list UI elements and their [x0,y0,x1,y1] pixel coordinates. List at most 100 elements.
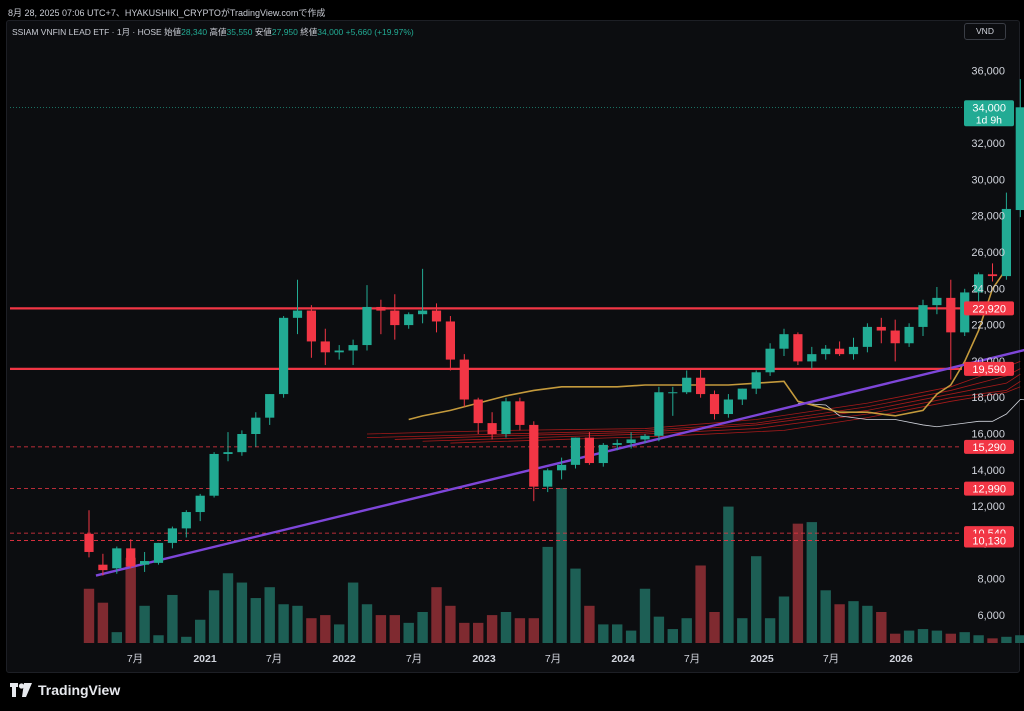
y-tick-label: 28,000 [971,211,1005,223]
candle-body [195,495,205,513]
candle-body [459,359,469,400]
last-price-label: 34,000 [972,102,1006,114]
volume-bar [556,488,567,643]
change-value: +5,660 (+19.97%) [345,27,414,37]
volume-bar [389,615,400,643]
candle [612,439,622,451]
candle-body [431,310,442,322]
candle [126,539,136,569]
candle-body [140,561,150,565]
tradingview-logo-icon [10,683,32,697]
volume-bar [320,615,331,643]
volume-bar [250,598,261,643]
y-tick-label: 12,000 [971,501,1005,513]
candle [292,279,303,335]
volume-bar [278,604,289,643]
level-price-label: 15,290 [972,442,1006,454]
volume-bar [1001,636,1012,643]
candle-body [404,314,414,326]
level-price-tag [964,301,1014,316]
candle-body [348,345,358,351]
candle-body [320,341,330,353]
volume-bar [473,622,484,643]
y-tick-label: 8,000 [977,574,1005,586]
currency-button[interactable]: VND [964,23,1006,40]
candle-body [557,464,567,471]
volume-bar [723,506,734,643]
candle-body [418,310,428,315]
ribbon-line [366,368,1021,439]
candle-body [932,297,942,306]
candle-body [946,297,956,333]
candle [918,299,928,336]
level-price-tag [964,439,1014,454]
volume-bar [445,605,456,643]
volume-bar [584,605,595,643]
candle [362,285,372,351]
candle [209,452,219,498]
candle-body [237,434,247,453]
volume-bar [959,632,970,643]
candle [765,343,775,376]
x-tick-label: 7月 [127,653,143,665]
x-tick-label: 7月 [406,653,422,665]
volume-bar [514,618,526,643]
y-tick-label: 16,000 [971,429,1005,441]
candle [376,299,386,335]
candle [140,551,150,572]
y-tick-label: 26,000 [971,247,1005,259]
volume-bar [306,618,317,643]
candle-body [112,548,122,569]
candle [167,526,177,549]
candle-body [362,306,372,346]
candle-body [654,392,664,436]
x-tick-label: 7月 [545,653,561,665]
close-label: 終値 [300,27,318,37]
candle-body [890,330,900,344]
volume-bar [848,601,859,643]
level-price-tag [964,361,1014,376]
level-price-label: 12,990 [972,484,1006,496]
volume-bar [681,618,692,643]
candle-body [473,399,483,424]
open-value: 28,340 [181,27,208,37]
candle-body [501,401,511,434]
volume-bar [292,605,303,643]
candle-body [640,435,650,440]
candle [279,316,289,398]
candle-body [223,452,233,454]
candle [98,553,108,576]
volume-bar [598,624,609,643]
candle-body [612,443,622,445]
symbol-name: SSIAM VNFIN LEAD ETF · 1月 · HOSE [12,27,162,37]
volume-bar [612,624,623,643]
volume-bar [486,615,498,643]
candle [876,317,886,344]
candle [404,312,414,329]
footer-brand: TradingView [10,682,120,698]
volume-bar [528,618,539,643]
candle-body [807,354,817,362]
volume-bar [153,635,164,643]
candle [932,286,942,315]
level-price-tag [964,533,1014,548]
candle-body [765,348,775,373]
volume-bar [139,605,150,643]
x-tick-label: 2023 [472,653,496,665]
candle [181,510,191,538]
volume-bar [167,594,178,643]
x-tick-label: 7月 [266,653,282,665]
open-label: 始値 [164,27,182,37]
candle-body [793,334,803,362]
lagging-line [797,399,1024,428]
volume-bar [764,618,776,643]
candle-body [682,377,692,393]
candle-body [668,392,678,394]
candle [946,279,956,380]
candle-body [126,548,136,567]
x-tick-label: 7月 [684,653,700,665]
candle [223,432,233,462]
candle-body [153,542,164,563]
volume-bar [1015,635,1024,643]
